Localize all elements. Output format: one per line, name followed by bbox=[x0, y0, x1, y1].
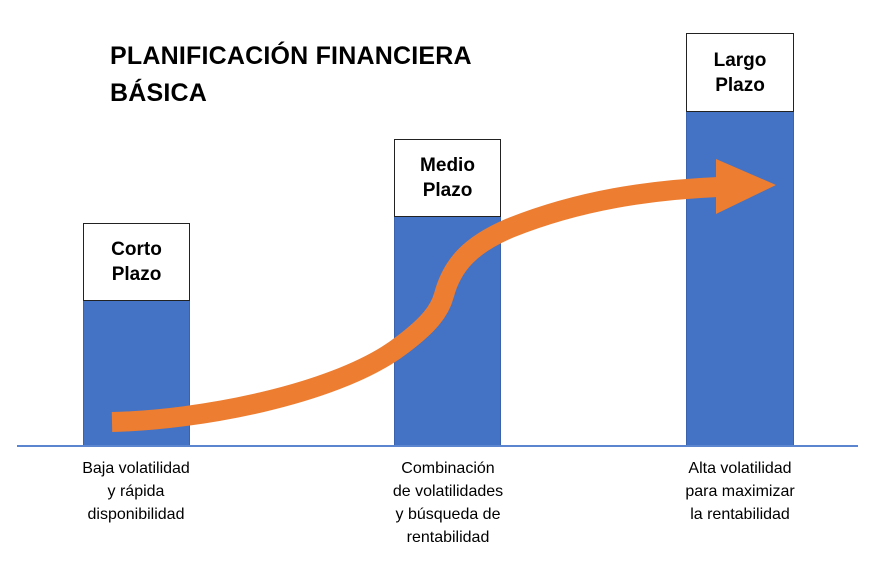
description-line: de volatilidades bbox=[392, 483, 504, 500]
label-line-2: Plazo bbox=[715, 74, 765, 96]
description-line: la rentabilidad bbox=[690, 506, 790, 523]
description-line: Combinación bbox=[401, 460, 495, 477]
description-medio-plazo: Combinación de volatilidades y búsqueda … bbox=[348, 457, 548, 549]
label-line-1: Largo bbox=[713, 49, 767, 71]
title-line-2: BÁSICA bbox=[110, 79, 208, 107]
title-line-1: PLANIFICACIÓN FINANCIERA bbox=[110, 42, 472, 70]
description-line: para maximizar bbox=[685, 483, 795, 500]
label-line-2: Plazo bbox=[111, 264, 162, 285]
label-line-1: Corto bbox=[111, 239, 162, 260]
description-line: y rápida bbox=[107, 483, 165, 500]
label-line-2: Plazo bbox=[422, 180, 473, 201]
bar-largo-plazo bbox=[686, 110, 794, 446]
diagram-title: PLANIFICACIÓN FINANCIERA BÁSICA bbox=[110, 38, 530, 112]
label-largo-plazo: Largo Plazo bbox=[686, 33, 794, 112]
description-line: Baja volatilidad bbox=[82, 460, 190, 477]
label-medio-plazo: Medio Plazo bbox=[394, 139, 501, 217]
description-line: rentabilidad bbox=[406, 529, 490, 546]
description-largo-plazo: Alta volatilidad para maximizar la renta… bbox=[640, 457, 840, 526]
description-line: Alta volatilidad bbox=[688, 460, 792, 477]
description-line: y búsqueda de bbox=[395, 506, 501, 523]
description-line: disponibilidad bbox=[87, 506, 185, 523]
label-line-1: Medio bbox=[420, 155, 475, 176]
label-corto-plazo: Corto Plazo bbox=[83, 223, 190, 301]
baseline-axis bbox=[17, 445, 858, 447]
description-corto-plazo: Baja volatilidad y rápida disponibilidad bbox=[36, 457, 236, 526]
